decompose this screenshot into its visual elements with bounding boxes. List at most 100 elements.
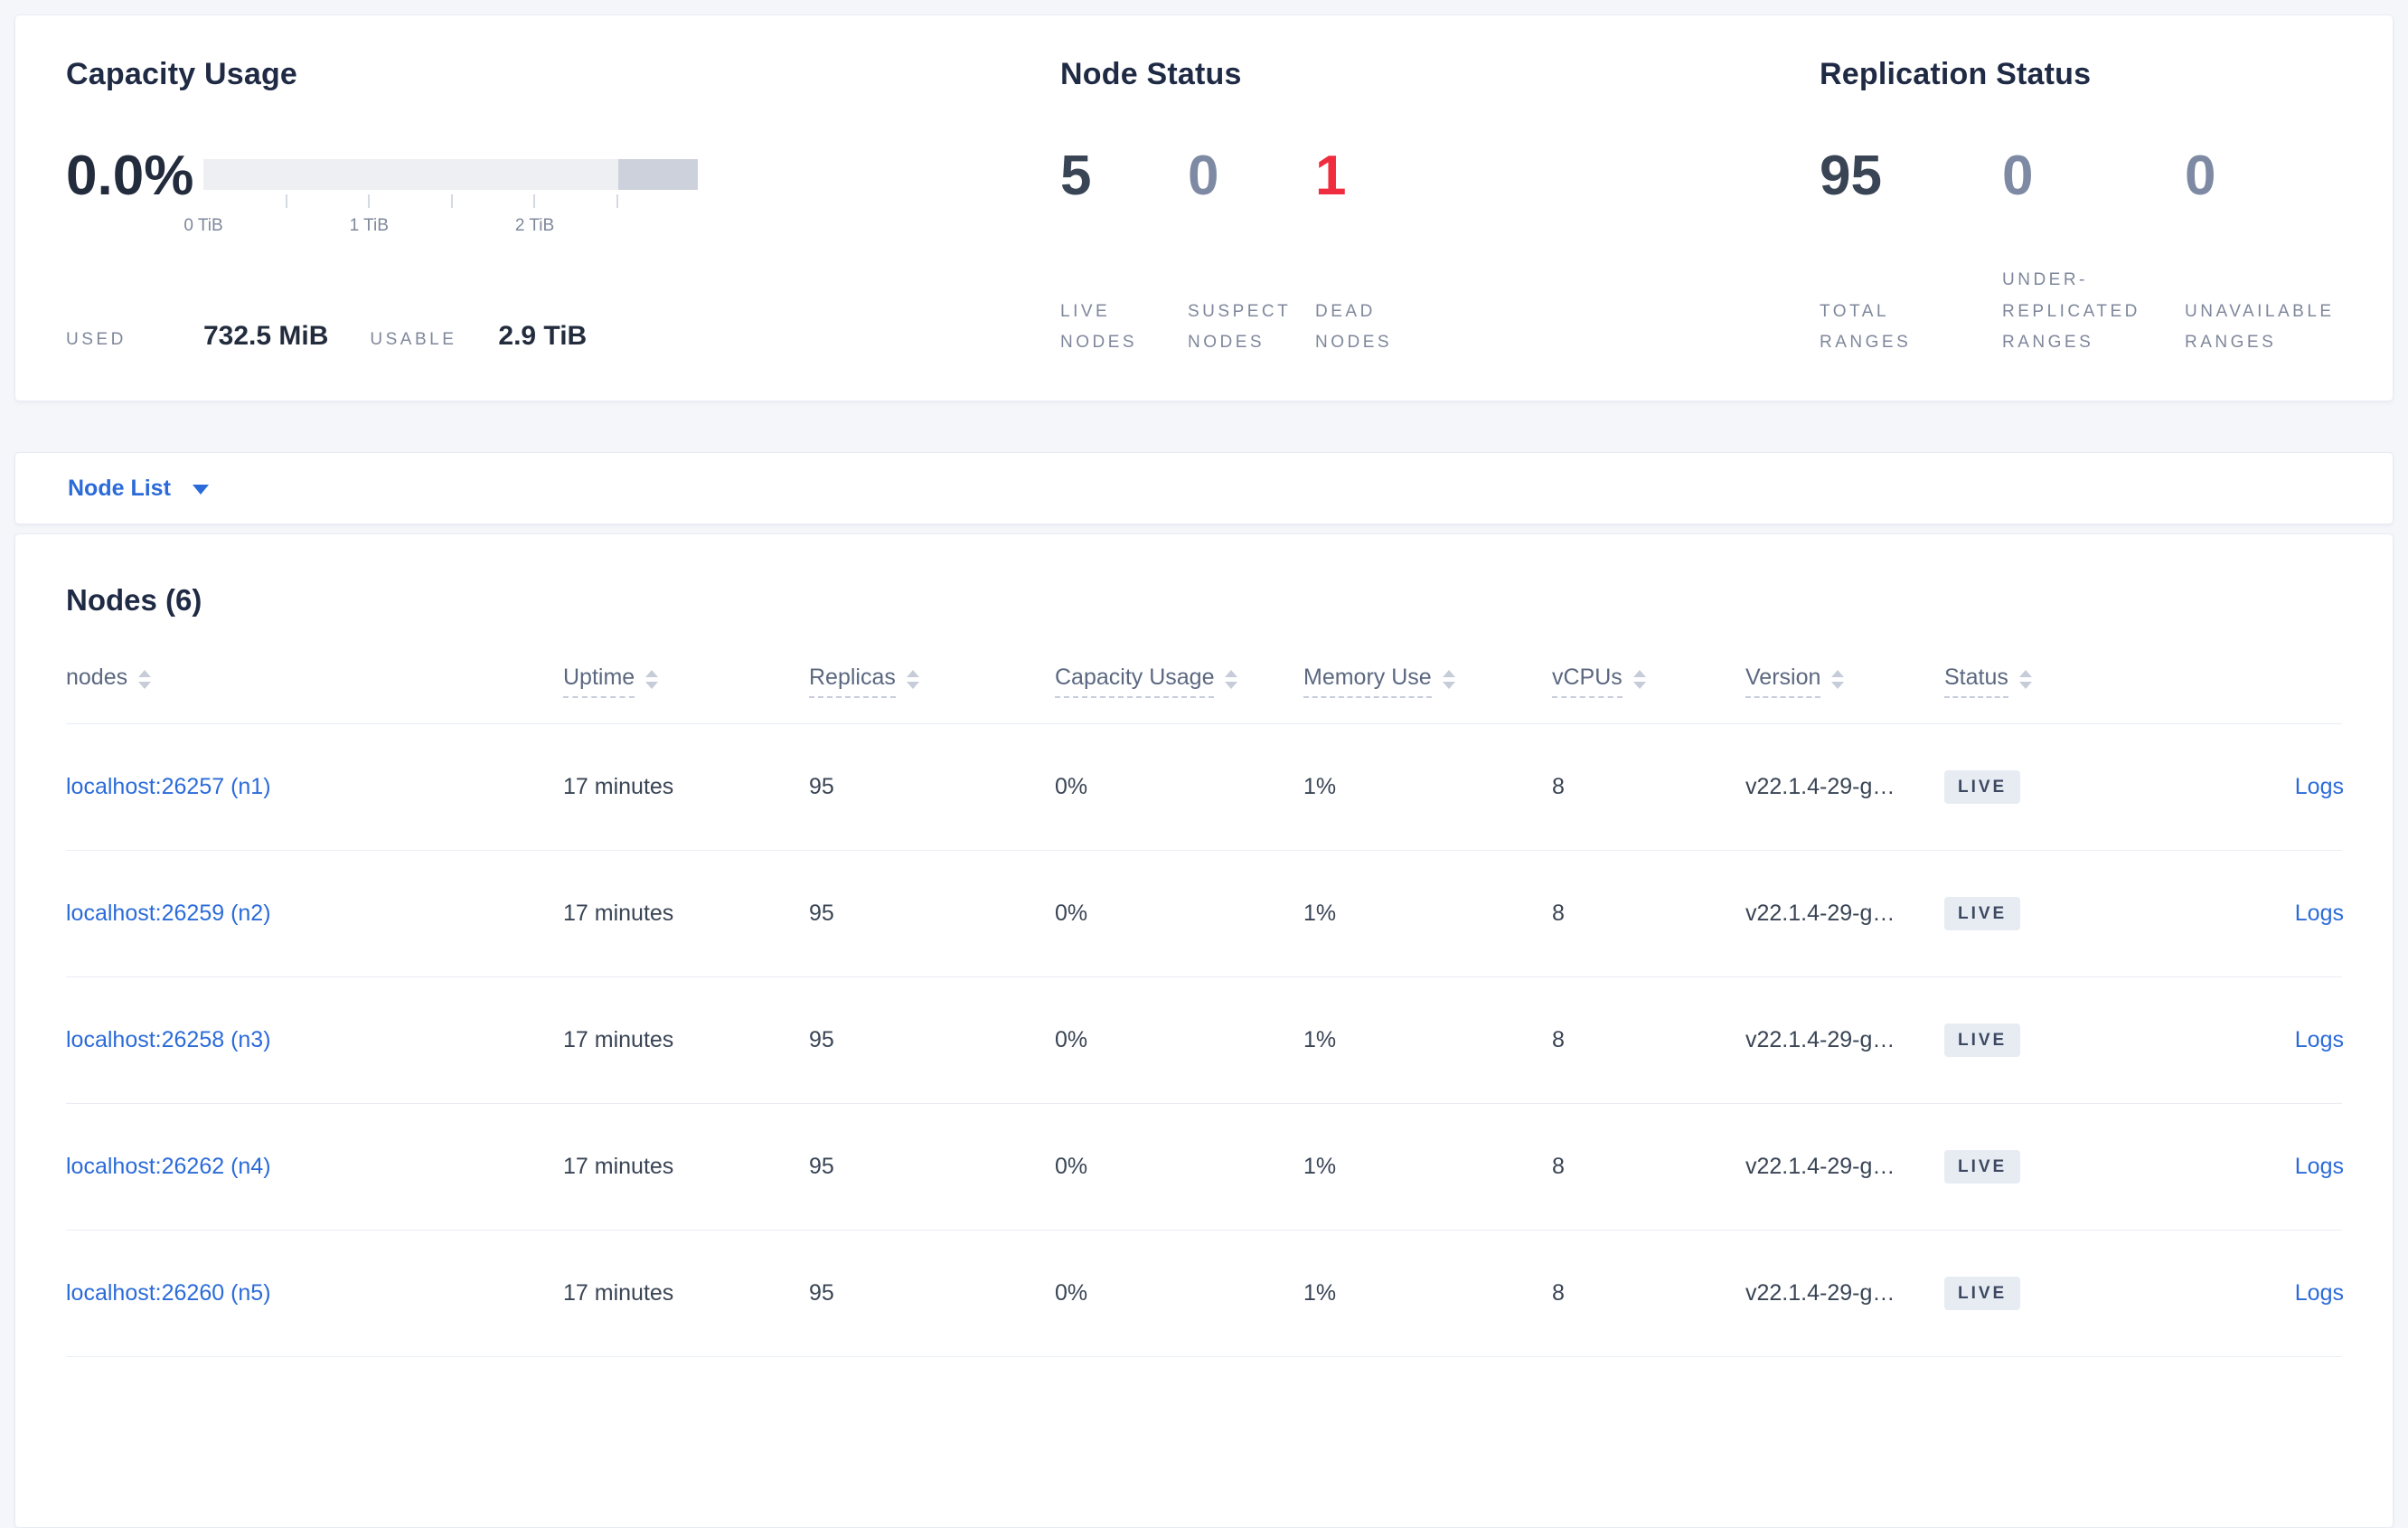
node-row: localhost:26260 (n5) 17 minutes 95 0% 1% 8 v22… bbox=[66, 1231, 2344, 1357]
version-cell: v22.1.4-29-g… bbox=[1745, 1280, 1895, 1306]
uptime-cell: 17 minutes bbox=[563, 1027, 674, 1052]
node-link[interactable]: localhost:26257 (n1) bbox=[66, 774, 271, 799]
replicas-cell: 95 bbox=[809, 1280, 834, 1306]
status-cell: LIVE bbox=[1944, 897, 2202, 930]
replication-status-stats: 95 TOTAL RANGES 0 UNDER-REPLICATED RANGES 0 U… bbox=[1820, 148, 2344, 358]
axis-tick bbox=[533, 194, 536, 208]
column-label: Uptime bbox=[563, 665, 635, 698]
column-label: Status bbox=[1944, 665, 2008, 698]
usable-label: USABLE bbox=[370, 330, 457, 349]
replication-status-section: Replication Status 95 TOTAL RANGES 0 UNDER-… bbox=[1798, 57, 2344, 359]
column-header-version[interactable]: Version bbox=[1745, 665, 1944, 698]
cluster-summary-panel: Capacity Usage 0.0% 0 TiB 1 TiB 2 TiB USED… bbox=[14, 14, 2394, 401]
vcpus-cell: 8 bbox=[1552, 901, 1565, 926]
status-badge: LIVE bbox=[1944, 770, 2021, 804]
column-label: Memory Use bbox=[1303, 665, 1432, 698]
stat-value: 0 bbox=[2002, 145, 2034, 207]
axis-tick bbox=[616, 194, 619, 208]
stat-label: UNDER-REPLICATED RANGES bbox=[2002, 270, 2140, 352]
axis-tick bbox=[368, 194, 371, 208]
capacity-bar-chart: 0 TiB 1 TiB 2 TiB bbox=[183, 159, 698, 245]
stat-total-ranges: 95 TOTAL RANGES bbox=[1820, 148, 1979, 358]
logs-link[interactable]: Logs bbox=[2294, 1280, 2344, 1306]
node-row: localhost:26259 (n2) 17 minutes 95 0% 1% 8 v22… bbox=[66, 851, 2344, 977]
column-label: Version bbox=[1745, 665, 1821, 698]
logs-link[interactable]: Logs bbox=[2294, 774, 2344, 799]
node-status-stats: 5 LIVE NODES 0 SUSPECT NODES 1 DEAD NODES bbox=[1060, 148, 1798, 358]
node-row: localhost:26262 (n4) 17 minutes 95 0% 1% 8 v22… bbox=[66, 1104, 2344, 1231]
usable-value: 2.9 TiB bbox=[498, 321, 588, 351]
replicas-cell: 95 bbox=[809, 1154, 834, 1179]
stat-label: UNAVAILABLE RANGES bbox=[2185, 301, 2335, 352]
node-row: localhost:26258 (n3) 17 minutes 95 0% 1% 8 v22… bbox=[66, 977, 2344, 1104]
node-link[interactable]: localhost:26262 (n4) bbox=[66, 1154, 271, 1179]
replication-status-title: Replication Status bbox=[1820, 57, 2092, 91]
column-label: Capacity Usage bbox=[1055, 665, 1215, 698]
stat-label: TOTAL RANGES bbox=[1820, 301, 1912, 352]
column-header-memory-use[interactable]: Memory Use bbox=[1303, 665, 1552, 698]
logs-cell: Logs bbox=[2202, 1280, 2344, 1306]
version-cell: v22.1.4-29-g… bbox=[1745, 1154, 1895, 1179]
status-cell: LIVE bbox=[1944, 770, 2202, 804]
column-header-replicas[interactable]: Replicas bbox=[809, 665, 1055, 698]
node-list-dropdown-label: Node List bbox=[68, 475, 171, 501]
logs-cell: Logs bbox=[2202, 901, 2344, 927]
logs-cell: Logs bbox=[2202, 774, 2344, 800]
stat-under-replicated-ranges: 0 UNDER-REPLICATED RANGES bbox=[2002, 148, 2161, 358]
memory-use-cell: 1% bbox=[1303, 901, 1337, 926]
logs-link[interactable]: Logs bbox=[2294, 901, 2344, 926]
uptime-cell: 17 minutes bbox=[563, 1280, 674, 1306]
axis-tick bbox=[285, 194, 287, 208]
column-label: Replicas bbox=[809, 665, 896, 698]
vcpus-cell: 8 bbox=[1552, 1027, 1565, 1052]
node-status-title: Node Status bbox=[1060, 57, 1242, 91]
node-row: localhost:26257 (n1) 17 minutes 95 0% 1% 8 v22… bbox=[66, 724, 2344, 851]
sort-icon bbox=[1831, 670, 1845, 689]
nodes-table-header: nodes Uptime Replicas Capacity Usage Memory … bbox=[66, 665, 2342, 724]
column-header-uptime[interactable]: Uptime bbox=[563, 665, 809, 698]
sort-icon bbox=[1632, 670, 1646, 689]
view-selector-bar: Node List bbox=[14, 452, 2394, 524]
status-cell: LIVE bbox=[1944, 1023, 2202, 1057]
stat-value: 1 bbox=[1315, 145, 1347, 207]
node-list-dropdown[interactable]: Node List bbox=[68, 476, 209, 502]
column-header-nodes[interactable]: nodes bbox=[66, 665, 563, 698]
nodes-heading: Nodes (6) bbox=[66, 583, 202, 617]
column-header-capacity-usage[interactable]: Capacity Usage bbox=[1055, 665, 1303, 698]
node-link[interactable]: localhost:26258 (n3) bbox=[66, 1027, 271, 1052]
node-link[interactable]: localhost:26259 (n2) bbox=[66, 901, 271, 926]
logs-cell: Logs bbox=[2202, 1027, 2344, 1053]
sort-icon bbox=[906, 670, 919, 689]
used-value: 732.5 MiB bbox=[203, 321, 329, 351]
memory-use-cell: 1% bbox=[1303, 774, 1337, 799]
used-label: USED bbox=[66, 330, 127, 349]
memory-use-cell: 1% bbox=[1303, 1027, 1337, 1052]
column-header-vcpus[interactable]: vCPUs bbox=[1552, 665, 1745, 698]
memory-use-cell: 1% bbox=[1303, 1154, 1337, 1179]
column-header-status[interactable]: Status bbox=[1944, 665, 2202, 698]
capacity-chart-row: 0.0% 0 TiB 1 TiB 2 TiB bbox=[66, 148, 1046, 245]
uptime-cell: 17 minutes bbox=[563, 901, 674, 926]
version-cell: v22.1.4-29-g… bbox=[1745, 901, 1895, 926]
node-cell: localhost:26257 (n1) bbox=[66, 774, 563, 800]
capacity-usage-cell: 0% bbox=[1055, 774, 1088, 799]
capacity-usage-cell: 0% bbox=[1055, 1280, 1088, 1306]
sort-icon bbox=[2018, 670, 2032, 689]
status-badge: LIVE bbox=[1944, 1150, 2021, 1184]
sort-icon bbox=[1442, 670, 1455, 689]
replicas-cell: 95 bbox=[809, 901, 834, 926]
stat-label: LIVE NODES bbox=[1060, 301, 1138, 352]
node-link[interactable]: localhost:26260 (n5) bbox=[66, 1280, 271, 1306]
uptime-cell: 17 minutes bbox=[563, 1154, 674, 1179]
stat-suspect-nodes: 0 SUSPECT NODES bbox=[1188, 148, 1293, 358]
column-label: vCPUs bbox=[1552, 665, 1623, 698]
logs-link[interactable]: Logs bbox=[2294, 1027, 2344, 1052]
node-cell: localhost:26262 (n4) bbox=[66, 1154, 563, 1180]
stat-label: DEAD NODES bbox=[1315, 301, 1393, 352]
vcpus-cell: 8 bbox=[1552, 1280, 1565, 1306]
nodes-table-card: Nodes (6) nodes Uptime Replicas Capacity Us… bbox=[14, 533, 2394, 1528]
stat-value: 5 bbox=[1060, 145, 1092, 207]
axis-tick-label: 1 TiB bbox=[349, 216, 389, 235]
logs-link[interactable]: Logs bbox=[2294, 1154, 2344, 1179]
stat-unavailable-ranges: 0 UNAVAILABLE RANGES bbox=[2185, 148, 2344, 358]
